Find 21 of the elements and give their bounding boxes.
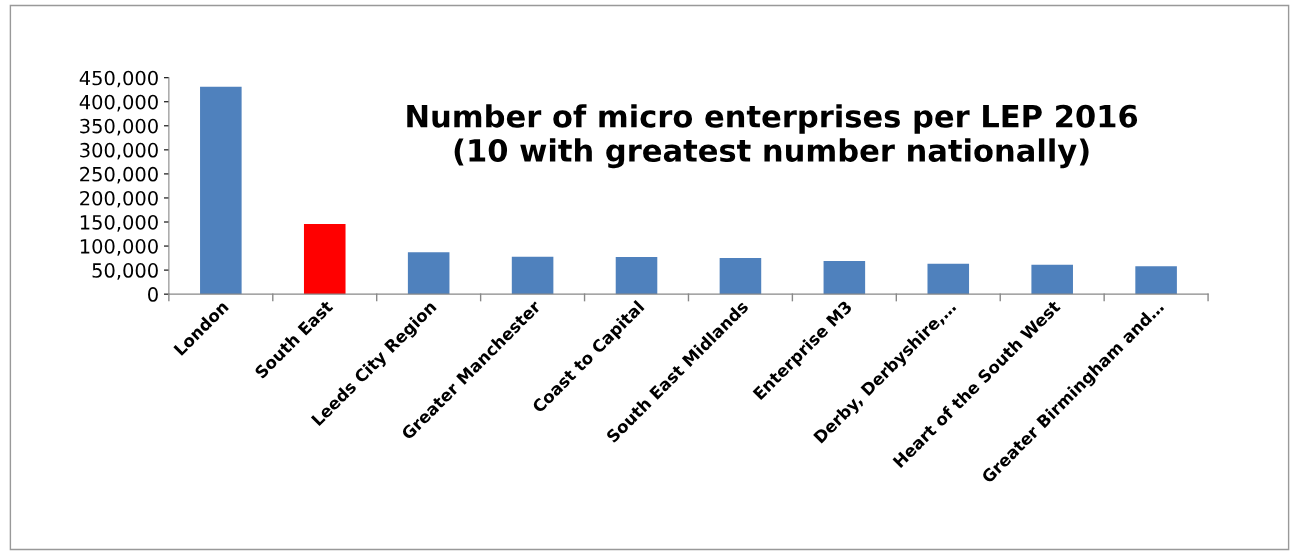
bar [1135,266,1177,295]
bar [615,257,658,295]
bar [407,252,450,295]
bar [719,258,762,295]
y-tick-label: 400,000 [79,94,158,112]
y-tick-label: 350,000 [80,118,158,136]
bar [927,263,970,295]
y-tick-label: 100,000 [80,239,158,256]
y-tick-label: 200,000 [80,190,158,208]
y-tick-label: 150,000 [80,214,158,232]
y-tick-label: 250,000 [80,166,158,184]
bar [511,256,554,295]
y-tick-label: 50,000 [92,263,158,280]
bar [200,86,242,295]
bar [303,223,346,295]
bar [1031,264,1073,295]
bar [823,260,866,295]
y-tick-label: 0 [148,287,158,302]
text: Number of micro enterprises per LEP 2016 (10 with greatest number nationally) [407,104,1138,169]
y-tick-label: 450,000 [79,70,158,88]
y-tick-label: 300,000 [80,142,158,160]
